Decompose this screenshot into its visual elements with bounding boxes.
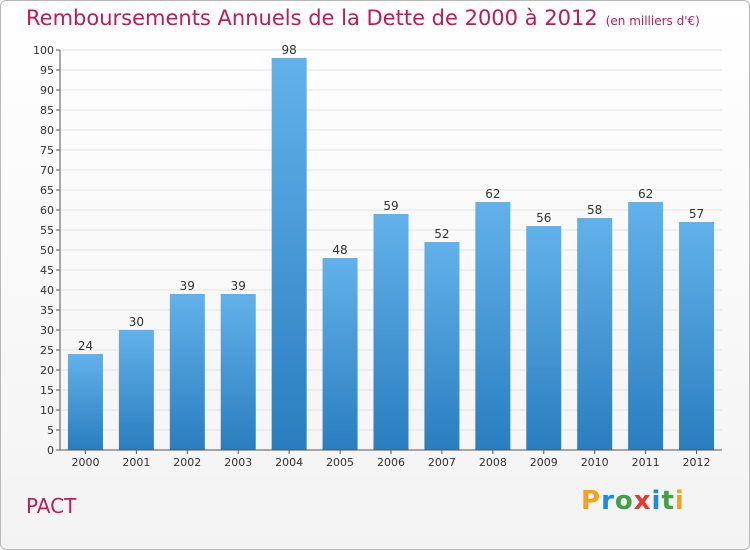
bar-value-label: 57 — [689, 207, 704, 221]
bar-value-label: 62 — [485, 187, 500, 201]
logo-letter: i — [674, 486, 685, 516]
x-tick-label: 2011 — [632, 456, 660, 469]
y-tick-label: 50 — [40, 244, 54, 257]
bar — [373, 214, 409, 450]
y-tick-label: 5 — [47, 424, 54, 437]
bar — [322, 258, 358, 450]
chart-title: Remboursements Annuels de la Dette de 20… — [26, 6, 700, 30]
bar — [475, 202, 511, 450]
bar-value-label: 39 — [231, 279, 246, 293]
y-tick-label: 35 — [40, 304, 54, 317]
x-tick-label: 2004 — [275, 456, 303, 469]
logo-letter: r — [601, 486, 615, 516]
y-tick-label: 25 — [40, 344, 54, 357]
y-tick-label: 40 — [40, 284, 54, 297]
y-tick-label: 10 — [40, 404, 54, 417]
x-tick-label: 2012 — [683, 456, 711, 469]
x-tick-label: 2001 — [122, 456, 150, 469]
bar — [271, 58, 307, 450]
y-tick-label: 70 — [40, 164, 54, 177]
bar-value-label: 48 — [332, 243, 347, 257]
chart-unit: (en milliers d'€) — [605, 14, 700, 28]
bar — [220, 294, 256, 450]
axes: 0 5 10 15 20 25 30 35 40 45 50 55 60 65 70 75 80 85 90 95 10… — [33, 44, 722, 469]
y-tick-label: 45 — [40, 264, 54, 277]
x-tick-label: 2010 — [581, 456, 609, 469]
x-tick-label: 2005 — [326, 456, 354, 469]
bar — [169, 294, 205, 450]
y-tick-label: 90 — [40, 84, 54, 97]
y-tick-label: 85 — [40, 104, 54, 117]
logo-letter: i — [651, 486, 662, 516]
bar-value-label: 30 — [129, 315, 144, 329]
bar — [67, 354, 103, 450]
bar-value-label: 98 — [282, 43, 297, 57]
y-tick-label: 100 — [33, 44, 54, 57]
x-tick-label: 2008 — [479, 456, 507, 469]
x-tick-label: 2000 — [71, 456, 99, 469]
y-tick-label: 60 — [40, 204, 54, 217]
bar-value-label: 59 — [383, 199, 398, 213]
y-tick-label: 65 — [40, 184, 54, 197]
bar-value-label: 24 — [78, 339, 93, 353]
bar-value-label: 39 — [180, 279, 195, 293]
bar — [577, 218, 613, 450]
y-tick-label: 80 — [40, 124, 54, 137]
bar — [679, 222, 715, 450]
x-tick-label: 2006 — [377, 456, 405, 469]
bar — [118, 330, 154, 450]
y-tick-label: 30 — [40, 324, 54, 337]
y-tick-label: 55 — [40, 224, 54, 237]
x-tick-label: 2009 — [530, 456, 558, 469]
bar — [628, 202, 664, 450]
commune-name: PACT — [26, 494, 77, 518]
y-tick-label: 20 — [40, 364, 54, 377]
y-tick-label: 0 — [47, 444, 54, 457]
chart-title-text: Remboursements Annuels de la Dette de 20… — [26, 6, 598, 30]
bar — [526, 226, 562, 450]
bar-value-label: 62 — [638, 187, 653, 201]
bar-value-label: 56 — [536, 211, 551, 225]
logo-letter: o — [614, 486, 634, 516]
x-tick-label: 2003 — [224, 456, 252, 469]
y-tick-label: 95 — [40, 64, 54, 77]
y-tick-label: 75 — [40, 144, 54, 157]
bar-value-label: 52 — [434, 227, 449, 241]
bars: 24 30 39 39 98 48 59 52 62 56 58 62 57 — [67, 43, 715, 450]
logo-letter: P — [581, 486, 602, 516]
x-tick-label: 2007 — [428, 456, 456, 469]
logo-letter: t — [661, 486, 675, 516]
logo-letter: x — [633, 486, 652, 516]
x-tick-label: 2002 — [173, 456, 201, 469]
proxiti-logo[interactable]: Proxiti — [581, 486, 685, 516]
y-tick-label: 15 — [40, 384, 54, 397]
bar-value-label: 58 — [587, 203, 602, 217]
bar — [424, 242, 460, 450]
